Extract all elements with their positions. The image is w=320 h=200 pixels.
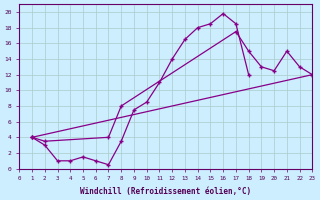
X-axis label: Windchill (Refroidissement éolien,°C): Windchill (Refroidissement éolien,°C)	[80, 187, 252, 196]
